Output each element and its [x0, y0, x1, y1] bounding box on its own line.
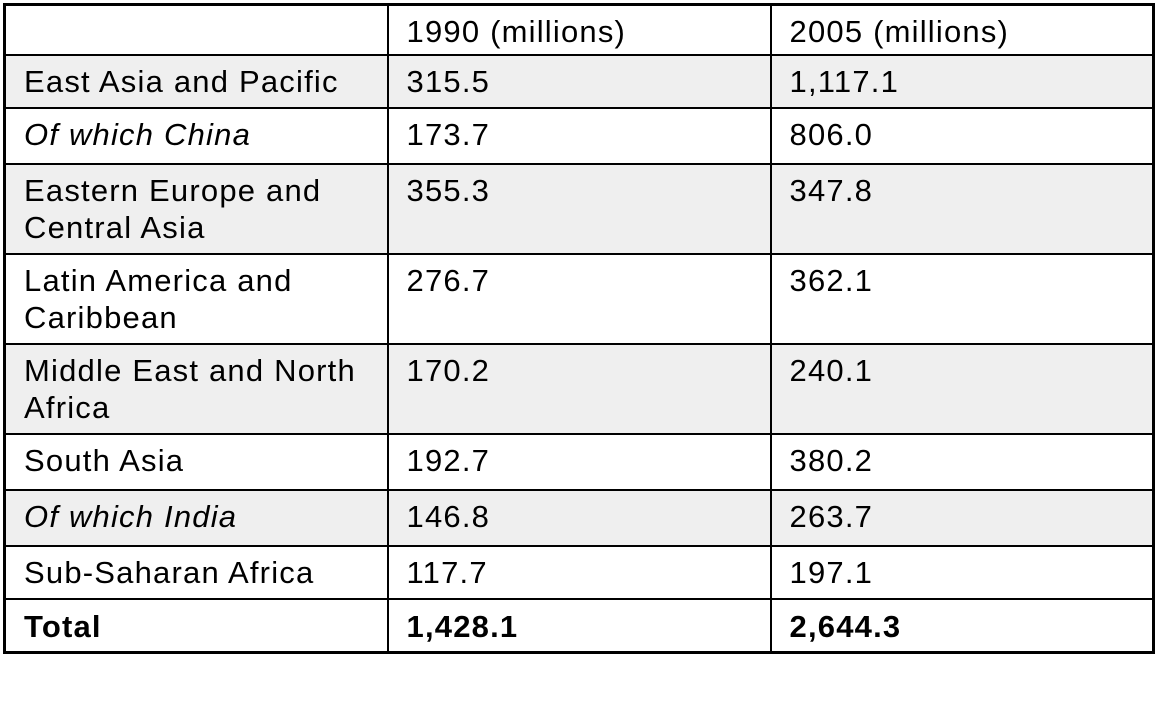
region-cell: South Asia	[3, 433, 389, 491]
value-2005-cell: 263.7	[769, 489, 1155, 547]
region-cell: Eastern Europe and Central Asia	[3, 163, 389, 255]
table-row: Middle East and North Africa 170.2 240.1	[3, 343, 1155, 435]
region-cell: Latin America and Caribbean	[3, 253, 389, 345]
header-cell-2005: 2005 (millions)	[769, 3, 1155, 56]
value-2005-cell: 380.2	[769, 433, 1155, 491]
value-2005-cell: 806.0	[769, 107, 1155, 165]
value-1990-cell: 170.2	[386, 343, 772, 435]
table-row: Latin America and Caribbean 276.7 362.1	[3, 253, 1155, 345]
value-1990-cell: 355.3	[386, 163, 772, 255]
value-1990-cell: 146.8	[386, 489, 772, 547]
total-2005-cell: 2,644.3	[769, 598, 1155, 654]
header-cell-region	[3, 3, 389, 56]
region-cell: Middle East and North Africa	[3, 343, 389, 435]
value-2005-cell: 362.1	[769, 253, 1155, 345]
value-2005-cell: 1,117.1	[769, 54, 1155, 109]
value-1990-cell: 276.7	[386, 253, 772, 345]
table-row: South Asia 192.7 380.2	[3, 433, 1155, 491]
region-cell: Sub-Saharan Africa	[3, 545, 389, 600]
table-row: Of which India 146.8 263.7	[3, 489, 1155, 547]
region-cell: East Asia and Pacific	[3, 54, 389, 109]
table-row: Eastern Europe and Central Asia 355.3 34…	[3, 163, 1155, 255]
region-cell: Of which China	[3, 107, 389, 165]
value-1990-cell: 173.7	[386, 107, 772, 165]
value-1990-cell: 315.5	[386, 54, 772, 109]
value-2005-cell: 197.1	[769, 545, 1155, 600]
table-header-row: 1990 (millions) 2005 (millions)	[3, 3, 1155, 56]
value-1990-cell: 192.7	[386, 433, 772, 491]
region-cell: Of which India	[3, 489, 389, 547]
table-row: Of which China 173.7 806.0	[3, 107, 1155, 165]
table-row: Sub-Saharan Africa 117.7 197.1	[3, 545, 1155, 600]
table-total-row: Total 1,428.1 2,644.3	[3, 598, 1155, 654]
poverty-table: 1990 (millions) 2005 (millions) East Asi…	[3, 3, 1155, 654]
value-1990-cell: 117.7	[386, 545, 772, 600]
header-cell-1990: 1990 (millions)	[386, 3, 772, 56]
total-label-cell: Total	[3, 598, 389, 654]
total-1990-cell: 1,428.1	[386, 598, 772, 654]
value-2005-cell: 347.8	[769, 163, 1155, 255]
table-row: East Asia and Pacific 315.5 1,117.1	[3, 54, 1155, 109]
value-2005-cell: 240.1	[769, 343, 1155, 435]
